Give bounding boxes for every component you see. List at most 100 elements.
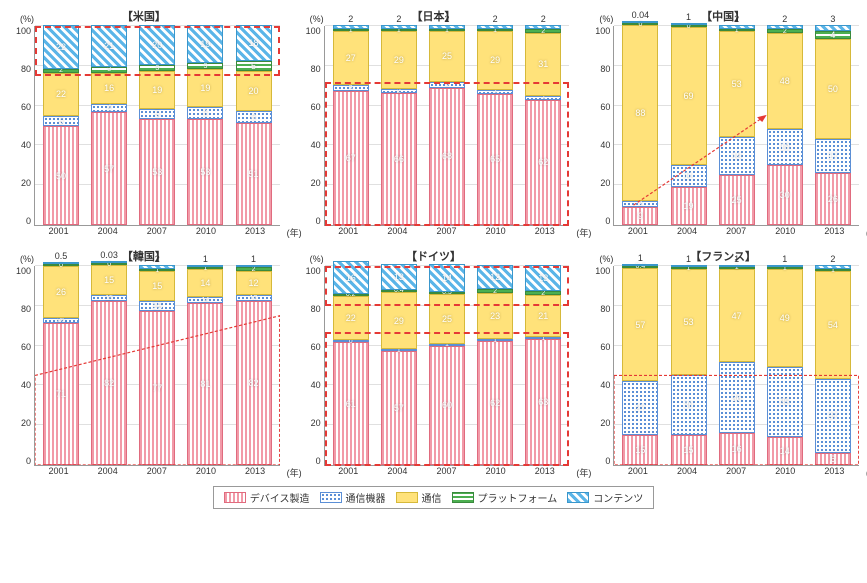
bar: 82151500.03 bbox=[91, 261, 127, 465]
x-axis: 20012004200720102013(年) bbox=[34, 226, 280, 236]
seg-platform: 1 bbox=[767, 267, 803, 269]
bar: 26175043 bbox=[815, 25, 851, 225]
seg-platform: 0.2 bbox=[333, 294, 369, 296]
seg-platform: 1 bbox=[719, 29, 755, 31]
seg-equip: 3 bbox=[333, 85, 369, 91]
seg-platform: 0.4 bbox=[381, 290, 417, 292]
plot-area: 938800.041911690125195312301848222617504… bbox=[613, 26, 859, 226]
bar: 938800.04 bbox=[622, 21, 658, 225]
bar: 16364711 bbox=[719, 265, 755, 465]
seg-telecom: 29 bbox=[381, 31, 417, 89]
seg-device: 67 bbox=[333, 91, 369, 225]
seg-device: 81 bbox=[187, 303, 223, 465]
seg-device: 71 bbox=[43, 323, 79, 465]
seg-content: 1 bbox=[622, 264, 658, 266]
seg-content: 12 bbox=[477, 265, 513, 289]
bar: 19116901 bbox=[671, 23, 707, 225]
bar: 81141411 bbox=[187, 265, 223, 465]
seg-device: 30 bbox=[767, 165, 803, 225]
seg-telecom: 31 bbox=[525, 33, 561, 96]
plot-area: 67327126622912683251265229126223122 bbox=[324, 26, 570, 226]
seg-content: 22 bbox=[43, 25, 79, 69]
seg-device: 6 bbox=[815, 453, 851, 465]
seg-content: 1 bbox=[187, 265, 223, 267]
seg-device: 57 bbox=[381, 351, 417, 465]
y-axis: (%)100806040200 bbox=[298, 266, 324, 466]
seg-content: 3 bbox=[815, 25, 851, 31]
bar: 57416321 bbox=[91, 25, 127, 225]
seg-platform: 4 bbox=[815, 31, 851, 39]
seg-equip: 4 bbox=[91, 104, 127, 112]
x-axis: 20012004200720102013(年) bbox=[613, 466, 859, 476]
seg-device: 50 bbox=[43, 126, 79, 225]
seg-content: 13 bbox=[381, 264, 417, 290]
seg-telecom: 26 bbox=[43, 266, 79, 318]
seg-equip: 2 bbox=[525, 96, 561, 100]
seg-platform: 1 bbox=[139, 269, 175, 271]
bar: 25195312 bbox=[719, 25, 755, 225]
seg-platform: 2 bbox=[525, 29, 561, 33]
seg-device: 53 bbox=[187, 119, 223, 225]
seg-device: 61 bbox=[333, 342, 369, 465]
seg-equip: 1 bbox=[477, 339, 513, 341]
seg-platform: 1 bbox=[429, 29, 465, 31]
y-axis: (%)100806040200 bbox=[8, 26, 34, 226]
seg-telecom: 23 bbox=[477, 293, 513, 339]
bar: 62123212 bbox=[477, 265, 513, 465]
seg-equip: 0 bbox=[333, 340, 369, 342]
seg-telecom: 20 bbox=[236, 71, 272, 111]
seg-device: 62 bbox=[477, 341, 513, 465]
seg-device: 60 bbox=[429, 346, 465, 465]
seg-telecom: 47 bbox=[719, 269, 755, 362]
seg-content: 0.5 bbox=[43, 262, 79, 264]
seg-platform: 0.5 bbox=[429, 292, 465, 294]
seg-platform: 3 bbox=[187, 63, 223, 69]
seg-telecom: 19 bbox=[139, 71, 175, 109]
panel-us: 【米国】(%)100806040200505222225741632153519… bbox=[8, 8, 280, 236]
bar: 14354911 bbox=[767, 265, 803, 465]
seg-device: 66 bbox=[381, 93, 417, 225]
seg-telecom: 25 bbox=[429, 31, 465, 82]
seg-device: 15 bbox=[671, 435, 707, 465]
seg-content: 18 bbox=[236, 25, 272, 61]
seg-telecom: 53 bbox=[719, 31, 755, 137]
seg-content: 1 bbox=[236, 265, 272, 267]
seg-platform: 0 bbox=[622, 23, 658, 25]
seg-telecom: 22 bbox=[43, 73, 79, 117]
seg-equip: 6 bbox=[187, 107, 223, 119]
seg-platform: 0.4 bbox=[622, 266, 658, 268]
legend-swatch bbox=[567, 492, 589, 503]
legend-item-telecom: 通信 bbox=[396, 490, 442, 505]
seg-platform: 1 bbox=[671, 267, 707, 269]
seg-equip: 5 bbox=[139, 109, 175, 119]
legend-swatch bbox=[320, 492, 342, 503]
seg-equip: 12 bbox=[236, 295, 272, 301]
x-axis: 20012004200720102013(年) bbox=[34, 466, 280, 476]
seg-telecom: 15 bbox=[139, 271, 175, 301]
seg-device: 14 bbox=[767, 437, 803, 465]
bar: 571290.413 bbox=[381, 264, 417, 465]
legend-label: コンテンツ bbox=[593, 490, 643, 505]
seg-content: 2 bbox=[139, 265, 175, 269]
seg-telecom: 16 bbox=[91, 73, 127, 105]
seg-platform: 0 bbox=[91, 263, 127, 265]
seg-device: 63 bbox=[525, 339, 561, 465]
legend-label: デバイス製造 bbox=[250, 490, 310, 505]
seg-device: 26 bbox=[815, 173, 851, 225]
legend-item-equip: 通信機器 bbox=[320, 490, 386, 505]
seg-equip: 2 bbox=[381, 89, 417, 93]
seg-telecom: 27 bbox=[333, 31, 369, 85]
seg-platform: 0 bbox=[671, 25, 707, 27]
seg-equip: 1 bbox=[525, 337, 561, 339]
seg-equip: 37 bbox=[815, 379, 851, 453]
seg-equip: 1 bbox=[429, 344, 465, 346]
seg-content: 0.04 bbox=[622, 21, 658, 23]
bar: 82121221 bbox=[236, 265, 272, 465]
seg-content: 20 bbox=[139, 25, 175, 65]
bar: 53519320 bbox=[139, 25, 175, 225]
seg-equip: 3 bbox=[429, 82, 465, 88]
seg-equip: 15 bbox=[139, 301, 175, 311]
panel-cn: 【中国】(%)100806040200938800.04191169012519… bbox=[587, 8, 859, 236]
y-axis: (%)100806040200 bbox=[587, 26, 613, 226]
legend-swatch bbox=[396, 492, 418, 503]
